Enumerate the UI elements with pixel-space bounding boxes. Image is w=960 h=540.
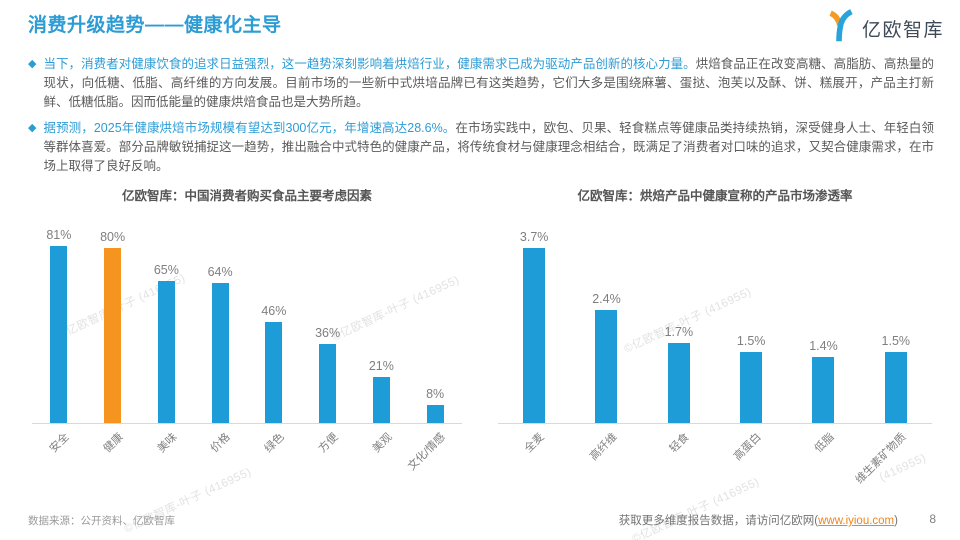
chart-category-axis: 安全 健康 美味 价格 绿色 方便 美观 文化/情感 <box>32 429 462 489</box>
logo-text: 亿欧智库 <box>861 20 944 41</box>
bar-value-label: 80% <box>100 230 126 244</box>
bar <box>595 310 618 423</box>
bar-value-label: 3.7% <box>519 230 549 244</box>
chart-title: 亿欧智库：烘焙产品中健康宣称的产品市场渗透率 <box>577 189 853 203</box>
category-label: 高纤维 <box>587 431 620 463</box>
bar-value-label: 1.5% <box>736 334 766 348</box>
bullet-text: 当下，消费者对健康饮食的追求日益强烈，这一趋势深刻影响着烘焙行业，健康需求已成为… <box>43 55 934 112</box>
category-label: 维生素矿物质 <box>853 431 909 487</box>
category-label: 美观 <box>370 431 395 456</box>
bar <box>211 283 229 423</box>
bar-value-label: 21% <box>368 359 394 373</box>
chart-category-axis: 全麦 高纤维 轻食 高蛋白 低脂 维生素矿物质 <box>498 429 932 489</box>
bar-slot: 64% <box>193 214 247 423</box>
footer-note-prefix: 获取更多维度报告数据，请访问亿欧网( <box>618 515 819 527</box>
bar-value-label: 2.4% <box>592 292 621 306</box>
bullet-highlight: 当下，消费者对健康饮食的追求日益强烈，这一趋势深刻影响着烘焙行业，健康需求已成为… <box>43 57 696 71</box>
bar <box>372 377 390 423</box>
data-source-note: 数据来源：公开资料、亿欧智库 <box>28 515 175 527</box>
bullet-item: ◆ 据预测，2025年健康烘焙市场规模有望达到300亿元，年增速高达28.6%。… <box>28 119 934 176</box>
bar <box>426 405 444 423</box>
bar-slot: 8% <box>408 214 462 423</box>
bar-slot: 3.7% <box>498 214 570 423</box>
category-label: 健康 <box>101 431 126 456</box>
bar-value-label: 8% <box>426 387 445 401</box>
bar-value-label: 64% <box>207 265 233 279</box>
chart-health-claim-penetration: 亿欧智库：烘焙产品中健康宣称的产品市场渗透率 3.7% 2.4% 1.7% 1.5% 1… <box>494 186 936 498</box>
chart-plot-area: 81% 80% 65% 64% 46% 36% 21% 8% <box>32 214 462 424</box>
footer-note-suffix: ) <box>894 515 898 527</box>
bar-slot: 21% <box>355 214 409 423</box>
bar <box>740 352 763 423</box>
bar-value-label: 46% <box>261 304 287 318</box>
bullet-item: ◆ 当下，消费者对健康饮食的追求日益强烈，这一趋势深刻影响着烘焙行业，健康需求已… <box>28 55 934 112</box>
summary-bullets: ◆ 当下，消费者对健康饮食的追求日益强烈，这一趋势深刻影响着烘焙行业，健康需求已… <box>28 55 934 183</box>
bar <box>884 352 907 423</box>
bar-slot: 65% <box>140 214 194 423</box>
bullet-body: 烘焙食品正在改变高糖、高脂肪、高热量的现状，向低糖、低脂、高纤维的方向发展。目前… <box>43 57 934 109</box>
bar-slot: 80% <box>86 214 140 423</box>
chart-plot-area: 3.7% 2.4% 1.7% 1.5% 1.4% 1.5% <box>498 214 932 424</box>
page-title: 消费升级趋势——健康化主导 <box>28 15 282 36</box>
bar <box>812 357 835 423</box>
bar-slot: 46% <box>247 214 301 423</box>
bullet-highlight: 据预测，2025年健康烘焙市场规模有望达到300亿元，年增速高达28.6%。 <box>43 121 456 135</box>
bar-value-label: 1.5% <box>881 334 911 348</box>
chart-title: 亿欧智库：中国消费者购买食品主要考虑因素 <box>121 189 372 203</box>
footer-note: 获取更多维度报告数据，请访问亿欧网(www.iyiou.com) <box>619 512 898 528</box>
bar-slot: 1.4% <box>787 214 859 423</box>
category-label: 方便 <box>316 431 341 456</box>
bar <box>104 248 122 423</box>
category-label: 绿色 <box>262 431 287 456</box>
category-label: 安全 <box>47 431 72 456</box>
category-label: 文化/情感 <box>406 431 448 473</box>
chart-food-purchase-factors: 亿欧智库：中国消费者购买食品主要考虑因素 81% 80% 65% 64% 46% 36% 2… <box>28 186 466 498</box>
category-label: 低脂 <box>812 431 837 456</box>
bullet-text: 据预测，2025年健康烘焙市场规模有望达到300亿元，年增速高达28.6%。在市… <box>43 119 934 176</box>
bar-value-label: 1.7% <box>664 325 694 339</box>
logo-y-icon <box>825 8 857 49</box>
bar-value-label: 65% <box>153 263 179 277</box>
category-label: 价格 <box>208 431 233 456</box>
bar <box>667 343 690 423</box>
bar-slot: 81% <box>32 214 86 423</box>
bar-value-label: 36% <box>315 326 341 340</box>
bar <box>50 246 68 423</box>
category-label: 全麦 <box>522 431 547 456</box>
diamond-bullet-icon: ◆ <box>28 122 37 134</box>
category-label: 美味 <box>155 431 180 456</box>
bar <box>157 281 175 423</box>
diamond-bullet-icon: ◆ <box>28 58 37 70</box>
page-number: 8 <box>929 512 936 526</box>
bar <box>265 322 283 423</box>
bar-slot: 1.5% <box>715 214 787 423</box>
bar-slot: 1.7% <box>643 214 715 423</box>
brand-logo: 亿欧智库 <box>825 8 944 49</box>
bar-value-label: 1.4% <box>809 339 838 353</box>
bar <box>319 344 337 423</box>
bar-slot: 2.4% <box>570 214 642 423</box>
bar-slot: 1.5% <box>860 214 932 423</box>
category-label: 高蛋白 <box>732 431 764 463</box>
bar <box>523 248 546 423</box>
bar-value-label: 81% <box>46 228 72 242</box>
category-label: 轻食 <box>667 431 692 456</box>
iyiou-link[interactable]: www.iyiou.com <box>818 515 895 527</box>
bar-slot: 36% <box>301 214 355 423</box>
bullet-body: 在市场实践中，欧包、贝果、轻食糕点等健康品类持续热销，深受健身人士、年轻白领等群… <box>43 121 934 173</box>
